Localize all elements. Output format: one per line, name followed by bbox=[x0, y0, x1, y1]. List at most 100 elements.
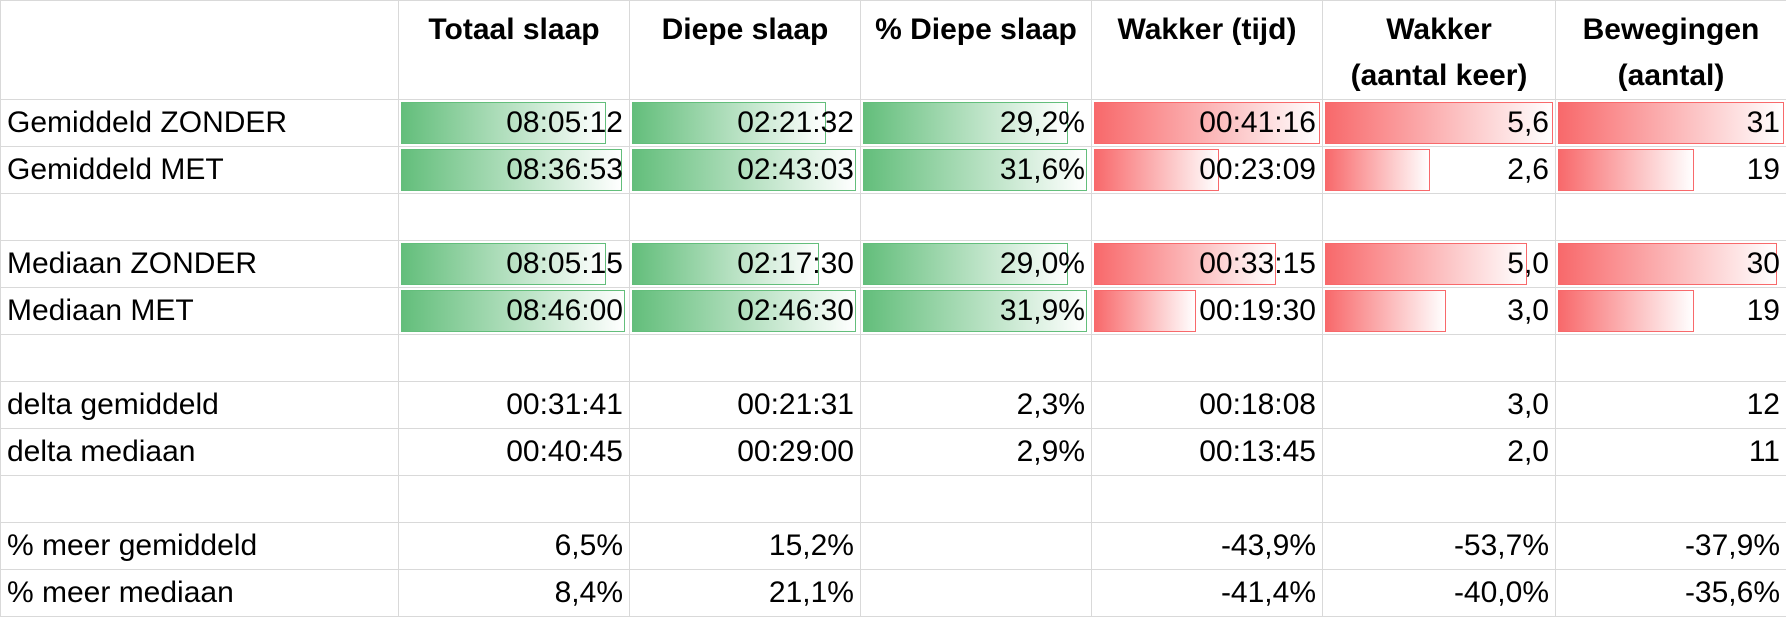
data-cell[interactable]: 6,5% bbox=[398, 522, 630, 570]
data-cell[interactable]: 5,0 bbox=[1322, 240, 1556, 288]
data-cell[interactable]: 30 bbox=[1555, 240, 1786, 288]
data-cell[interactable]: 00:13:45 bbox=[1091, 428, 1323, 476]
table-row: Gemiddeld MET 08:36:53 02:43:03 31,6% 00:23:… bbox=[0, 146, 1786, 194]
data-cell[interactable]: 8,4% bbox=[398, 569, 630, 617]
data-cell[interactable]: 15,2% bbox=[629, 522, 861, 570]
data-cell[interactable]: 5,6 bbox=[1322, 99, 1556, 147]
data-cell[interactable]: 21,1% bbox=[629, 569, 861, 617]
data-cell[interactable]: -53,7% bbox=[1322, 522, 1556, 570]
data-cell[interactable] bbox=[1322, 193, 1556, 241]
data-bar bbox=[401, 243, 607, 285]
row-label-cell[interactable]: Gemiddeld ZONDER bbox=[0, 99, 399, 147]
data-cell[interactable] bbox=[398, 334, 630, 382]
data-cell[interactable] bbox=[1555, 193, 1786, 241]
data-cell[interactable]: 3,0 bbox=[1322, 287, 1556, 335]
row-label-cell[interactable]: % meer mediaan bbox=[0, 569, 399, 617]
data-bar bbox=[1325, 102, 1553, 144]
row-label-cell[interactable] bbox=[0, 475, 399, 523]
data-cell[interactable]: 02:21:32 bbox=[629, 99, 861, 147]
header-cell-diepe-slaap[interactable]: Diepe slaap bbox=[629, 0, 861, 100]
row-label-cell[interactable]: Gemiddeld MET bbox=[0, 146, 399, 194]
data-cell[interactable]: 12 bbox=[1555, 381, 1786, 429]
data-cell[interactable] bbox=[398, 475, 630, 523]
data-cell[interactable]: 00:33:15 bbox=[1091, 240, 1323, 288]
data-cell[interactable]: -41,4% bbox=[1091, 569, 1323, 617]
data-cell[interactable]: 02:17:30 bbox=[629, 240, 861, 288]
row-label-cell[interactable]: Mediaan ZONDER bbox=[0, 240, 399, 288]
table-row: Gemiddeld ZONDER 08:05:12 02:21:32 29,2% 00:… bbox=[0, 99, 1786, 147]
data-bar bbox=[1094, 290, 1196, 332]
data-cell[interactable] bbox=[860, 569, 1092, 617]
data-cell[interactable] bbox=[398, 193, 630, 241]
data-cell[interactable] bbox=[860, 475, 1092, 523]
data-cell[interactable] bbox=[860, 334, 1092, 382]
row-label-cell[interactable]: Mediaan MET bbox=[0, 287, 399, 335]
data-cell[interactable] bbox=[629, 334, 861, 382]
data-cell[interactable]: 2,6 bbox=[1322, 146, 1556, 194]
row-label-cell[interactable]: delta mediaan bbox=[0, 428, 399, 476]
header-cell-corner[interactable] bbox=[0, 0, 399, 100]
data-cell[interactable]: 29,2% bbox=[860, 99, 1092, 147]
data-cell[interactable] bbox=[629, 475, 861, 523]
table-row bbox=[0, 334, 1786, 382]
data-bar bbox=[863, 290, 1087, 332]
data-cell[interactable]: 3,0 bbox=[1322, 381, 1556, 429]
data-cell[interactable]: 00:23:09 bbox=[1091, 146, 1323, 194]
data-cell[interactable]: 00:21:31 bbox=[629, 381, 861, 429]
data-cell[interactable]: 00:29:00 bbox=[629, 428, 861, 476]
data-cell[interactable]: 31 bbox=[1555, 99, 1786, 147]
data-cell[interactable]: -40,0% bbox=[1322, 569, 1556, 617]
data-cell[interactable]: 00:19:30 bbox=[1091, 287, 1323, 335]
data-cell[interactable]: 08:46:00 bbox=[398, 287, 630, 335]
data-cell[interactable]: 02:46:30 bbox=[629, 287, 861, 335]
data-cell[interactable]: 2,0 bbox=[1322, 428, 1556, 476]
data-cell[interactable] bbox=[1091, 334, 1323, 382]
data-cell[interactable]: 31,6% bbox=[860, 146, 1092, 194]
data-bar bbox=[1094, 102, 1320, 144]
cell-value: 00:41:16 bbox=[1199, 106, 1316, 139]
data-cell[interactable]: 08:05:15 bbox=[398, 240, 630, 288]
row-label-cell[interactable] bbox=[0, 334, 399, 382]
data-cell[interactable]: -43,9% bbox=[1091, 522, 1323, 570]
data-cell[interactable] bbox=[1091, 193, 1323, 241]
header-cell-wakker-aantal[interactable]: Wakker (aantal keer) bbox=[1322, 0, 1556, 100]
data-cell[interactable]: 00:31:41 bbox=[398, 381, 630, 429]
data-cell[interactable]: 08:05:12 bbox=[398, 99, 630, 147]
header-row: Totaal slaap Diepe slaap % Diepe slaap W… bbox=[0, 0, 1786, 100]
data-cell[interactable]: 31,9% bbox=[860, 287, 1092, 335]
data-cell[interactable]: 2,3% bbox=[860, 381, 1092, 429]
data-cell[interactable] bbox=[1322, 334, 1556, 382]
data-cell[interactable] bbox=[1091, 475, 1323, 523]
data-cell[interactable]: 19 bbox=[1555, 146, 1786, 194]
cell-value: 29,0% bbox=[999, 247, 1085, 280]
data-cell[interactable]: 08:36:53 bbox=[398, 146, 630, 194]
header-cell-wakker-tijd[interactable]: Wakker (tijd) bbox=[1091, 0, 1323, 100]
data-cell[interactable]: 29,0% bbox=[860, 240, 1092, 288]
table-row: % meer gemiddeld 6,5% 15,2% -43,9% -53,7% -37… bbox=[0, 522, 1786, 570]
data-cell[interactable] bbox=[629, 193, 861, 241]
data-cell[interactable] bbox=[860, 522, 1092, 570]
data-cell[interactable]: -37,9% bbox=[1555, 522, 1786, 570]
row-label-cell[interactable]: delta gemiddeld bbox=[0, 381, 399, 429]
data-cell[interactable]: 11 bbox=[1555, 428, 1786, 476]
table-row: delta gemiddeld 00:31:41 00:21:31 2,3% 00:18… bbox=[0, 381, 1786, 429]
header-cell-totaal-slaap[interactable]: Totaal slaap bbox=[398, 0, 630, 100]
cell-value: 2,3% bbox=[1016, 388, 1085, 421]
row-label-cell[interactable] bbox=[0, 193, 399, 241]
data-cell[interactable]: 2,9% bbox=[860, 428, 1092, 476]
data-cell[interactable]: -35,6% bbox=[1555, 569, 1786, 617]
data-bar bbox=[1558, 102, 1784, 144]
data-cell[interactable] bbox=[1555, 475, 1786, 523]
data-cell[interactable] bbox=[1322, 475, 1556, 523]
header-cell-bewegingen[interactable]: Bewegingen (aantal) bbox=[1555, 0, 1786, 100]
data-cell[interactable]: 02:43:03 bbox=[629, 146, 861, 194]
data-cell[interactable]: 19 bbox=[1555, 287, 1786, 335]
header-cell-pct-diepe-slaap[interactable]: % Diepe slaap bbox=[860, 0, 1092, 100]
data-cell[interactable]: 00:41:16 bbox=[1091, 99, 1323, 147]
data-cell[interactable]: 00:40:45 bbox=[398, 428, 630, 476]
data-cell[interactable]: 00:18:08 bbox=[1091, 381, 1323, 429]
data-cell[interactable] bbox=[1555, 334, 1786, 382]
row-label-cell[interactable]: % meer gemiddeld bbox=[0, 522, 399, 570]
data-cell[interactable] bbox=[860, 193, 1092, 241]
